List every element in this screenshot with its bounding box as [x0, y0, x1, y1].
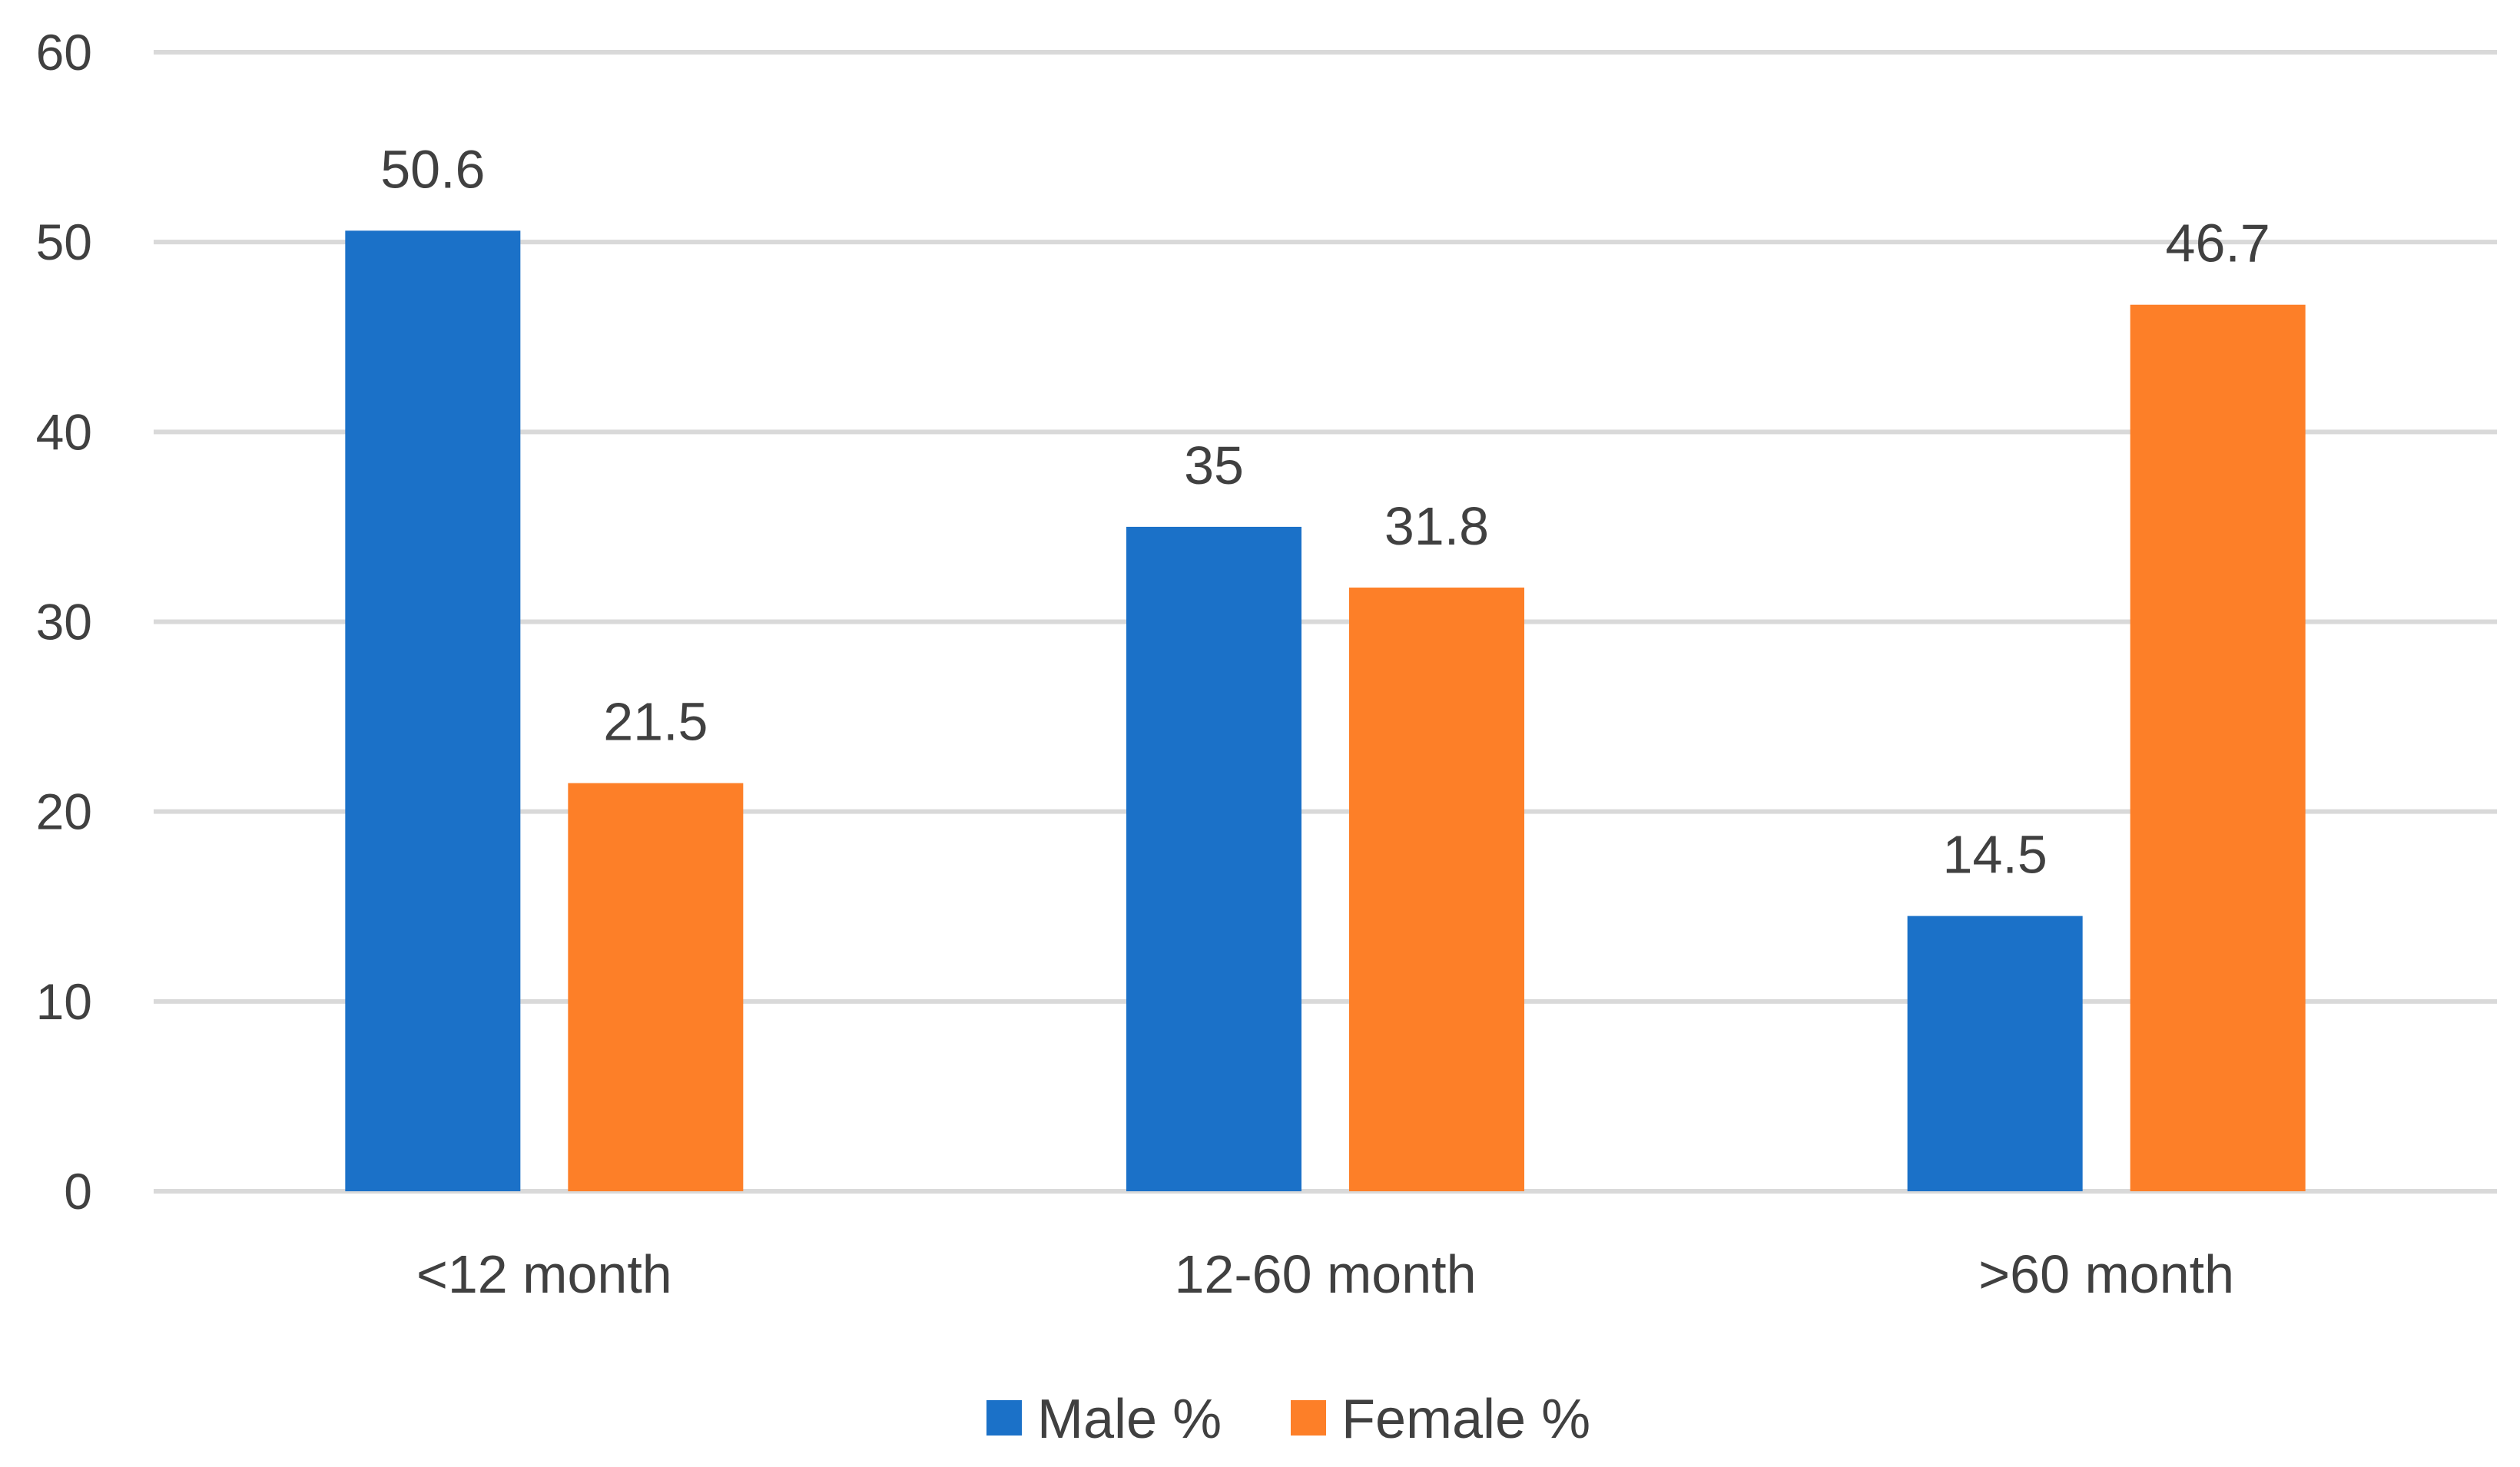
legend: Male % Female %: [986, 1389, 1590, 1450]
y-tick-label: 10: [36, 973, 92, 1030]
category-label: 12-60 month: [1174, 1244, 1476, 1304]
bar: [1349, 588, 1524, 1191]
y-tick-label: 60: [36, 24, 92, 81]
category-label: <12 month: [416, 1244, 672, 1304]
y-axis-ticks: 0 10 20 30 40 50 60: [36, 24, 92, 1220]
bar: [1907, 916, 2083, 1191]
y-tick-label: 40: [36, 403, 92, 460]
bar: [1126, 526, 1301, 1191]
legend-label: Female %: [1341, 1389, 1590, 1450]
y-tick-label: 30: [36, 594, 92, 651]
bar: [2130, 304, 2306, 1191]
y-tick-label: 20: [36, 783, 92, 840]
data-label: 21.5: [603, 692, 708, 752]
legend-swatch: [1291, 1400, 1326, 1436]
gridlines: [154, 50, 2497, 1194]
x-axis-categories: <12 month 12-60 month >60 month: [416, 1244, 2234, 1304]
data-label: 14.5: [1943, 825, 2048, 885]
bar: [345, 230, 521, 1191]
bars: [345, 230, 2306, 1191]
legend-label: Male %: [1037, 1389, 1222, 1450]
y-tick-label: 50: [36, 214, 92, 270]
data-label: 50.6: [380, 139, 485, 199]
data-labels: 50.6 21.5 35 31.8 14.5 46.7: [380, 139, 2270, 884]
y-tick-label: 0: [64, 1163, 92, 1220]
bar: [568, 783, 744, 1191]
data-label: 31.8: [1384, 496, 1489, 556]
data-label: 35: [1184, 435, 1244, 495]
category-label: >60 month: [1978, 1244, 2234, 1304]
legend-swatch: [986, 1400, 1022, 1436]
data-label: 46.7: [2166, 214, 2270, 273]
